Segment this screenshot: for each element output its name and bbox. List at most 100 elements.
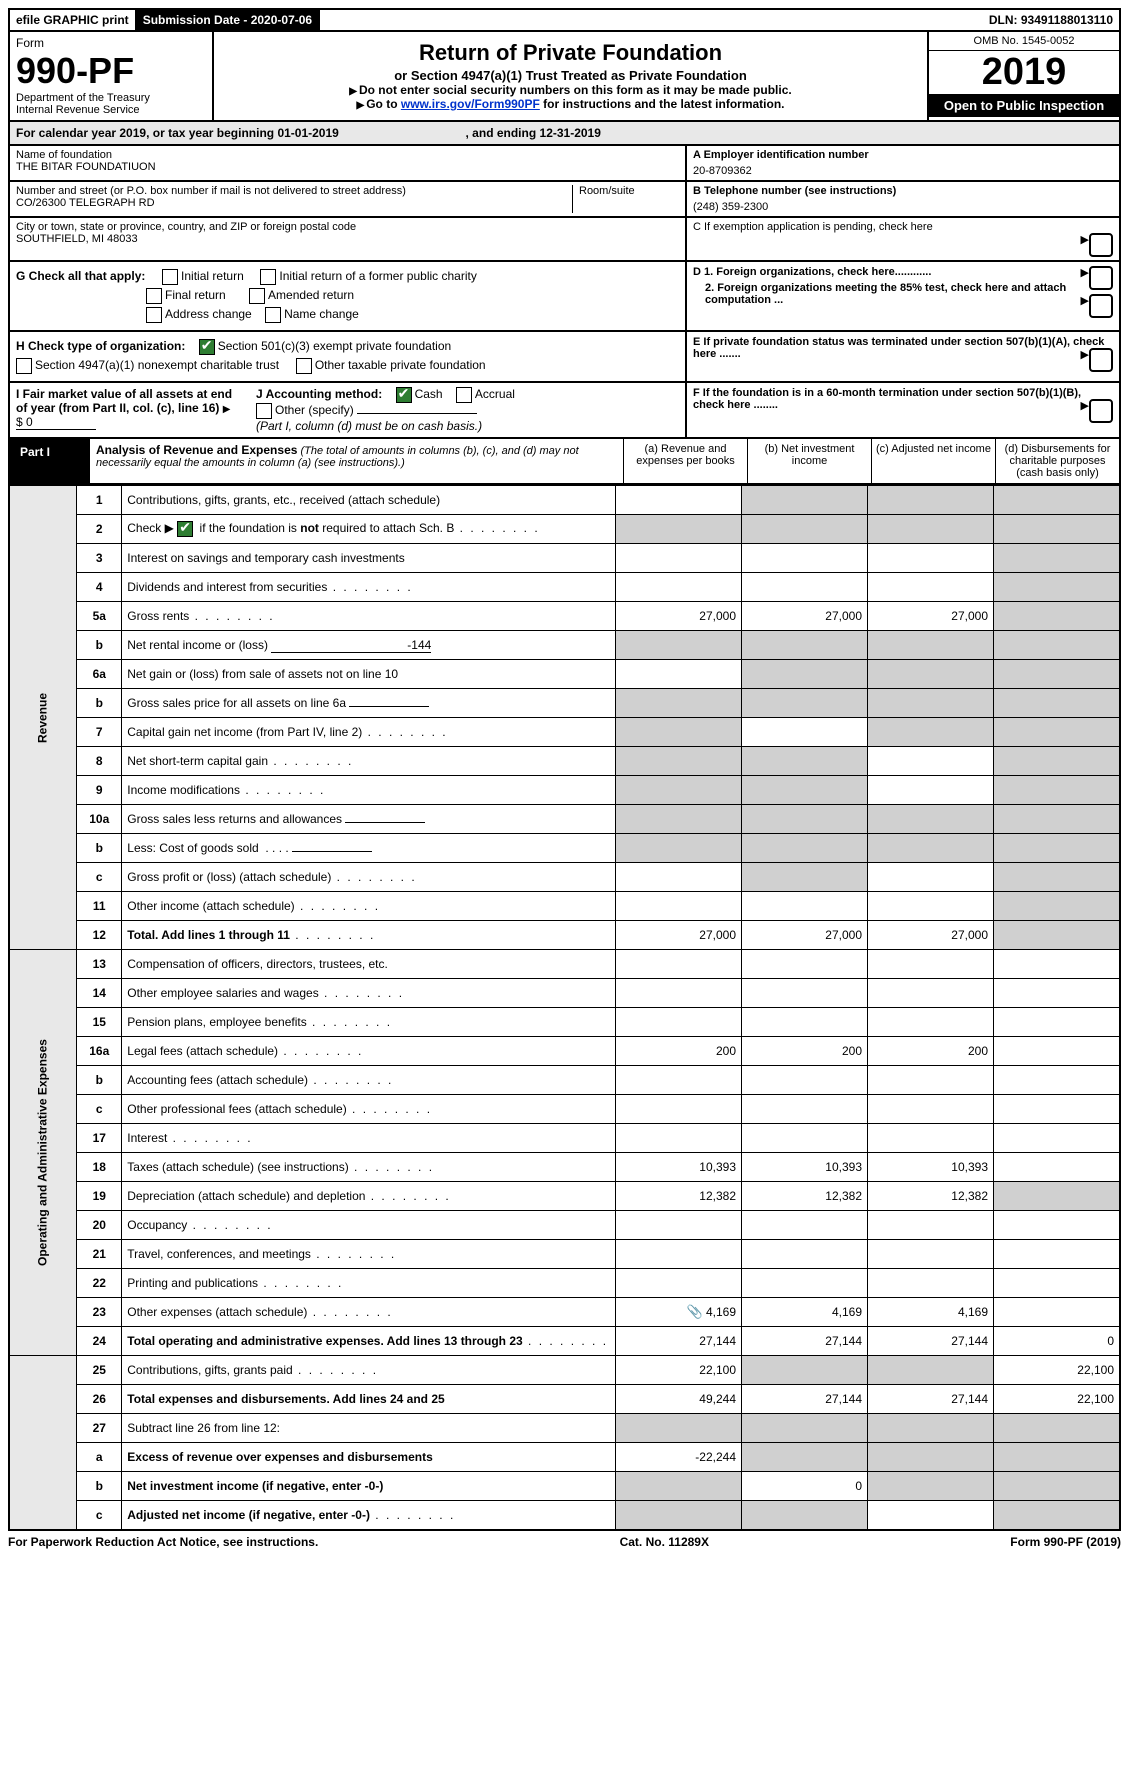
j-cash-checkbox[interactable] bbox=[396, 387, 412, 403]
table-row: 17Interest bbox=[9, 1124, 1120, 1153]
table-row: bNet rental income or (loss) -144 bbox=[9, 631, 1120, 660]
g-opt2: Initial return of a former public charit… bbox=[279, 269, 476, 283]
city-label: City or town, state or province, country… bbox=[16, 221, 679, 233]
h-opt2: Section 4947(a)(1) nonexempt charitable … bbox=[35, 358, 279, 372]
table-row: 14Other employee salaries and wages bbox=[9, 979, 1120, 1008]
c-label: C If exemption application is pending, c… bbox=[693, 221, 933, 233]
form-number: 990-PF bbox=[16, 50, 206, 92]
table-row: bLess: Cost of goods sold . . . . bbox=[9, 834, 1120, 863]
table-row: 16aLegal fees (attach schedule)200200200 bbox=[9, 1037, 1120, 1066]
inst-2-pre: Go to bbox=[366, 97, 401, 111]
attachment-icon[interactable]: 📎 bbox=[686, 1304, 702, 1319]
f-label: F If the foundation is in a 60-month ter… bbox=[693, 387, 1081, 411]
d1-label: D 1. Foreign organizations, check here..… bbox=[693, 266, 931, 278]
g-amended-checkbox[interactable] bbox=[249, 288, 265, 304]
table-row: 8Net short-term capital gain bbox=[9, 747, 1120, 776]
h-4947-checkbox[interactable] bbox=[16, 358, 32, 374]
col-a-header: (a) Revenue and expenses per books bbox=[623, 439, 747, 483]
form-subtitle: or Section 4947(a)(1) Trust Treated as P… bbox=[220, 68, 921, 83]
cy-begin: For calendar year 2019, or tax year begi… bbox=[16, 126, 339, 140]
c-checkbox[interactable] bbox=[1089, 233, 1113, 257]
d1-checkbox[interactable] bbox=[1089, 266, 1113, 290]
h-opt1: Section 501(c)(3) exempt private foundat… bbox=[218, 339, 451, 353]
table-row: 9Income modifications bbox=[9, 776, 1120, 805]
j-other-checkbox[interactable] bbox=[256, 403, 272, 419]
city-value: SOUTHFIELD, MI 48033 bbox=[16, 233, 679, 245]
open-inspection: Open to Public Inspection bbox=[929, 94, 1119, 117]
expenses-label: Operating and Administrative Expenses bbox=[9, 950, 77, 1356]
page-footer: For Paperwork Reduction Act Notice, see … bbox=[8, 1531, 1121, 1549]
irs-link[interactable]: www.irs.gov/Form990PF bbox=[401, 97, 540, 111]
form-header: Form 990-PF Department of the Treasury I… bbox=[8, 32, 1121, 122]
phone-label: B Telephone number (see instructions) bbox=[693, 185, 1113, 197]
h-501c3-checkbox[interactable] bbox=[199, 339, 215, 355]
j-note: (Part I, column (d) must be on cash basi… bbox=[256, 419, 482, 433]
room-label: Room/suite bbox=[579, 185, 679, 197]
g-label: G Check all that apply: bbox=[16, 269, 145, 283]
table-row: 25Contributions, gifts, grants paid22,10… bbox=[9, 1356, 1120, 1385]
h-other-checkbox[interactable] bbox=[296, 358, 312, 374]
e-checkbox[interactable] bbox=[1089, 348, 1113, 372]
footer-right: Form 990-PF (2019) bbox=[1010, 1535, 1121, 1549]
g-final-checkbox[interactable] bbox=[146, 288, 162, 304]
f-checkbox[interactable] bbox=[1089, 399, 1113, 423]
d2-label: 2. Foreign organizations meeting the 85%… bbox=[705, 282, 1066, 306]
i-value: $ 0 bbox=[16, 415, 96, 430]
table-row: aExcess of revenue over expenses and dis… bbox=[9, 1443, 1120, 1472]
g-opt3: Final return bbox=[165, 288, 226, 302]
addr-label: Number and street (or P.O. box number if… bbox=[16, 185, 572, 197]
dln-label: DLN: 93491188013110 bbox=[983, 10, 1119, 30]
footer-mid: Cat. No. 11289X bbox=[620, 1535, 709, 1549]
table-row: 11Other income (attach schedule) bbox=[9, 892, 1120, 921]
g-opt5: Address change bbox=[165, 307, 252, 321]
table-row: Operating and Administrative Expenses 13… bbox=[9, 950, 1120, 979]
ein-value: 20-8709362 bbox=[693, 161, 1113, 177]
calendar-year-row: For calendar year 2019, or tax year begi… bbox=[8, 122, 1121, 146]
table-row: 21Travel, conferences, and meetings bbox=[9, 1240, 1120, 1269]
g-address-checkbox[interactable] bbox=[146, 307, 162, 323]
g-opt4: Amended return bbox=[268, 288, 354, 302]
phone-value: (248) 359-2300 bbox=[693, 197, 1113, 213]
part-1-header: Part I Analysis of Revenue and Expenses … bbox=[8, 439, 1121, 485]
inst-1: Do not enter social security numbers on … bbox=[359, 83, 792, 97]
addr-value: CO/26300 TELEGRAPH RD bbox=[16, 197, 572, 209]
g-opt1: Initial return bbox=[181, 269, 244, 283]
h-label: H Check type of organization: bbox=[16, 339, 185, 353]
table-row: 26Total expenses and disbursements. Add … bbox=[9, 1385, 1120, 1414]
d2-checkbox[interactable] bbox=[1089, 294, 1113, 318]
schb-checkbox[interactable] bbox=[177, 521, 193, 537]
arrow-icon bbox=[357, 97, 367, 111]
i-label: I Fair market value of all assets at end… bbox=[16, 387, 232, 415]
table-row: 15Pension plans, employee benefits bbox=[9, 1008, 1120, 1037]
h-opt3: Other taxable private foundation bbox=[315, 358, 486, 372]
form-word: Form bbox=[16, 36, 206, 50]
g-initial-checkbox[interactable] bbox=[162, 269, 178, 285]
table-row: cOther professional fees (attach schedul… bbox=[9, 1095, 1120, 1124]
j-label: J Accounting method: bbox=[256, 387, 382, 401]
g-name-checkbox[interactable] bbox=[265, 307, 281, 323]
top-bar: efile GRAPHIC print Submission Date - 20… bbox=[8, 8, 1121, 32]
g-opt6: Name change bbox=[284, 307, 359, 321]
footer-left: For Paperwork Reduction Act Notice, see … bbox=[8, 1535, 318, 1549]
j-accrual: Accrual bbox=[475, 387, 515, 401]
table-row: 2Check ▶ if the foundation is not requir… bbox=[9, 515, 1120, 544]
submission-date: Submission Date - 2020-07-06 bbox=[137, 10, 320, 30]
table-row: 6aNet gain or (loss) from sale of assets… bbox=[9, 660, 1120, 689]
table-row: 18Taxes (attach schedule) (see instructi… bbox=[9, 1153, 1120, 1182]
irs-label: Internal Revenue Service bbox=[16, 104, 206, 116]
col-b-header: (b) Net investment income bbox=[747, 439, 871, 483]
j-accrual-checkbox[interactable] bbox=[456, 387, 472, 403]
table-row: 24Total operating and administrative exp… bbox=[9, 1327, 1120, 1356]
col-c-header: (c) Adjusted net income bbox=[871, 439, 995, 483]
form-title: Return of Private Foundation bbox=[220, 40, 921, 66]
table-row: 3Interest on savings and temporary cash … bbox=[9, 544, 1120, 573]
table-row: 4Dividends and interest from securities bbox=[9, 573, 1120, 602]
j-other: Other (specify) bbox=[275, 403, 354, 417]
table-row: 23Other expenses (attach schedule)📎 4,16… bbox=[9, 1298, 1120, 1327]
part-1-label: Part I bbox=[10, 439, 90, 483]
part-1-title: Analysis of Revenue and Expenses bbox=[96, 443, 297, 457]
cy-end: , and ending 12-31-2019 bbox=[466, 126, 601, 140]
g-initial-former-checkbox[interactable] bbox=[260, 269, 276, 285]
part-1-table: Revenue 1Contributions, gifts, grants, e… bbox=[8, 485, 1121, 1531]
j-cash: Cash bbox=[415, 387, 443, 401]
